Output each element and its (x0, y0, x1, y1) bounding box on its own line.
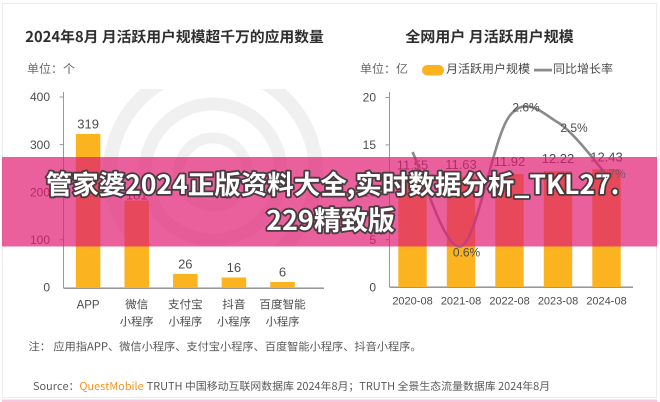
svg-text:0: 0 (43, 281, 50, 295)
svg-text:0: 0 (369, 280, 376, 294)
svg-text:2.6%: 2.6% (512, 101, 540, 115)
svg-text:2024-08: 2024-08 (586, 295, 626, 307)
svg-text:6: 6 (279, 265, 286, 280)
svg-text:400: 400 (30, 90, 50, 104)
svg-text:2022-08: 2022-08 (489, 295, 529, 307)
svg-text:300: 300 (30, 138, 50, 152)
svg-text:APP: APP (77, 300, 100, 312)
svg-text:26: 26 (178, 257, 192, 272)
svg-text:319: 319 (77, 117, 99, 132)
svg-text:2023-08: 2023-08 (538, 295, 578, 307)
svg-text:2020-08: 2020-08 (392, 295, 432, 307)
svg-text:15: 15 (363, 138, 377, 152)
svg-text:1.7%: 1.7% (598, 167, 626, 181)
svg-text:20: 20 (363, 91, 377, 105)
svg-text:0.6%: 0.6% (453, 246, 481, 260)
svg-text:2.5%: 2.5% (560, 121, 588, 135)
svg-text:16: 16 (227, 260, 241, 275)
svg-text:2021-08: 2021-08 (441, 295, 481, 307)
